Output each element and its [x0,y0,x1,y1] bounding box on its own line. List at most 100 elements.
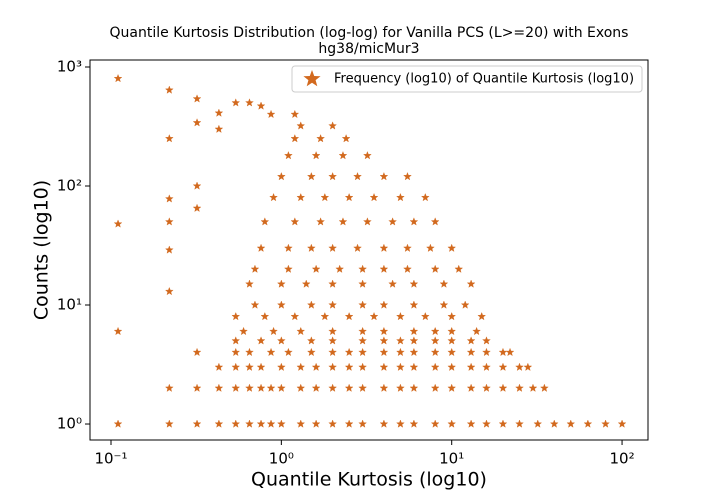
data-point [540,383,549,392]
data-point [379,300,389,309]
data-point [409,336,419,345]
data-point [430,264,440,273]
legend-marker [303,70,321,87]
data-point [316,217,325,226]
data-point [256,336,266,345]
data-point [256,362,266,371]
data-point [363,217,372,226]
data-point [320,192,330,202]
data-point [515,383,524,392]
data-point [466,279,476,288]
data-point [466,383,476,392]
data-point [396,347,405,357]
legend-label: Frequency (log10) of Quantile Kurtosis (… [334,72,634,87]
data-point [266,109,276,119]
data-point [396,362,405,371]
data-point [164,217,174,226]
data-point [256,101,266,110]
data-point [379,326,389,336]
data-point [328,279,337,288]
data-point [466,336,476,345]
data-point [396,311,405,321]
data-point [260,311,270,321]
data-point [214,419,224,428]
data-point [328,300,337,309]
data-point [328,362,337,371]
data-point [482,336,491,345]
data-point [379,383,389,392]
data-point [328,243,337,252]
data-point [256,243,266,252]
data-point [409,347,419,357]
data-point [460,300,470,309]
data-point [447,326,457,336]
data-point [113,419,123,428]
data-point [369,192,379,202]
data-point [358,419,367,428]
data-point [250,300,260,309]
data-point [583,419,593,428]
data-point [290,311,300,321]
data-point [266,419,276,428]
data-point [250,264,260,273]
data-point [296,383,306,392]
data-point [231,362,241,371]
data-point [276,336,286,345]
data-point [396,419,405,428]
data-point [192,383,202,392]
x-tick-label: 10⁰ [269,450,294,468]
y-tick-label: 10³ [57,57,82,75]
x-tick-label: 10¹ [439,450,464,468]
data-point [231,98,241,107]
data-point [192,181,202,190]
data-point [231,336,241,345]
data-point [430,217,440,226]
data-point [239,326,248,336]
data-point [403,243,412,252]
data-point [379,264,389,273]
data-point [284,243,293,252]
data-point [430,326,440,336]
data-point [353,172,362,181]
data-point [328,347,337,357]
data-point [245,362,254,371]
data-point [328,326,337,336]
data-point [358,300,367,309]
data-point [396,192,405,202]
data-point [498,419,508,428]
data-point [245,383,254,392]
data-point [420,192,430,202]
data-point [306,300,316,309]
data-point [430,383,440,392]
data-point [231,347,241,357]
plot-frame [89,59,649,441]
data-point [214,108,224,117]
data-point [231,311,241,321]
data-point [341,134,351,143]
data-point [482,347,491,357]
data-point [276,172,286,181]
data-point [306,172,316,181]
data-point [266,347,276,357]
data-point [306,347,316,357]
data-point [430,347,440,357]
data-point [482,383,491,392]
data-point [430,419,440,428]
data-point [549,419,559,428]
data-point [311,383,321,392]
data-point [472,326,481,336]
data-point [164,194,174,203]
data-point [447,336,457,345]
data-point [296,192,306,202]
data-point [388,217,397,226]
data-point [528,383,538,392]
data-point [379,362,389,371]
data-point [338,151,348,160]
data-point [409,217,419,226]
data-point [306,243,316,252]
data-point [498,362,508,371]
data-point [296,121,306,130]
data-point [430,336,440,345]
data-point [409,279,419,288]
data-point [269,326,278,336]
